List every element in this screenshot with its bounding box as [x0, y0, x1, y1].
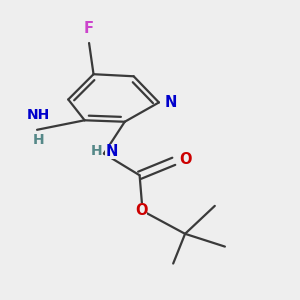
Text: NH: NH [27, 108, 50, 122]
Text: H: H [33, 134, 44, 147]
Text: N: N [164, 95, 177, 110]
Text: N: N [105, 144, 118, 159]
Text: H: H [91, 144, 102, 158]
Text: O: O [179, 152, 192, 167]
Text: O: O [135, 203, 147, 218]
Text: F: F [84, 21, 94, 36]
